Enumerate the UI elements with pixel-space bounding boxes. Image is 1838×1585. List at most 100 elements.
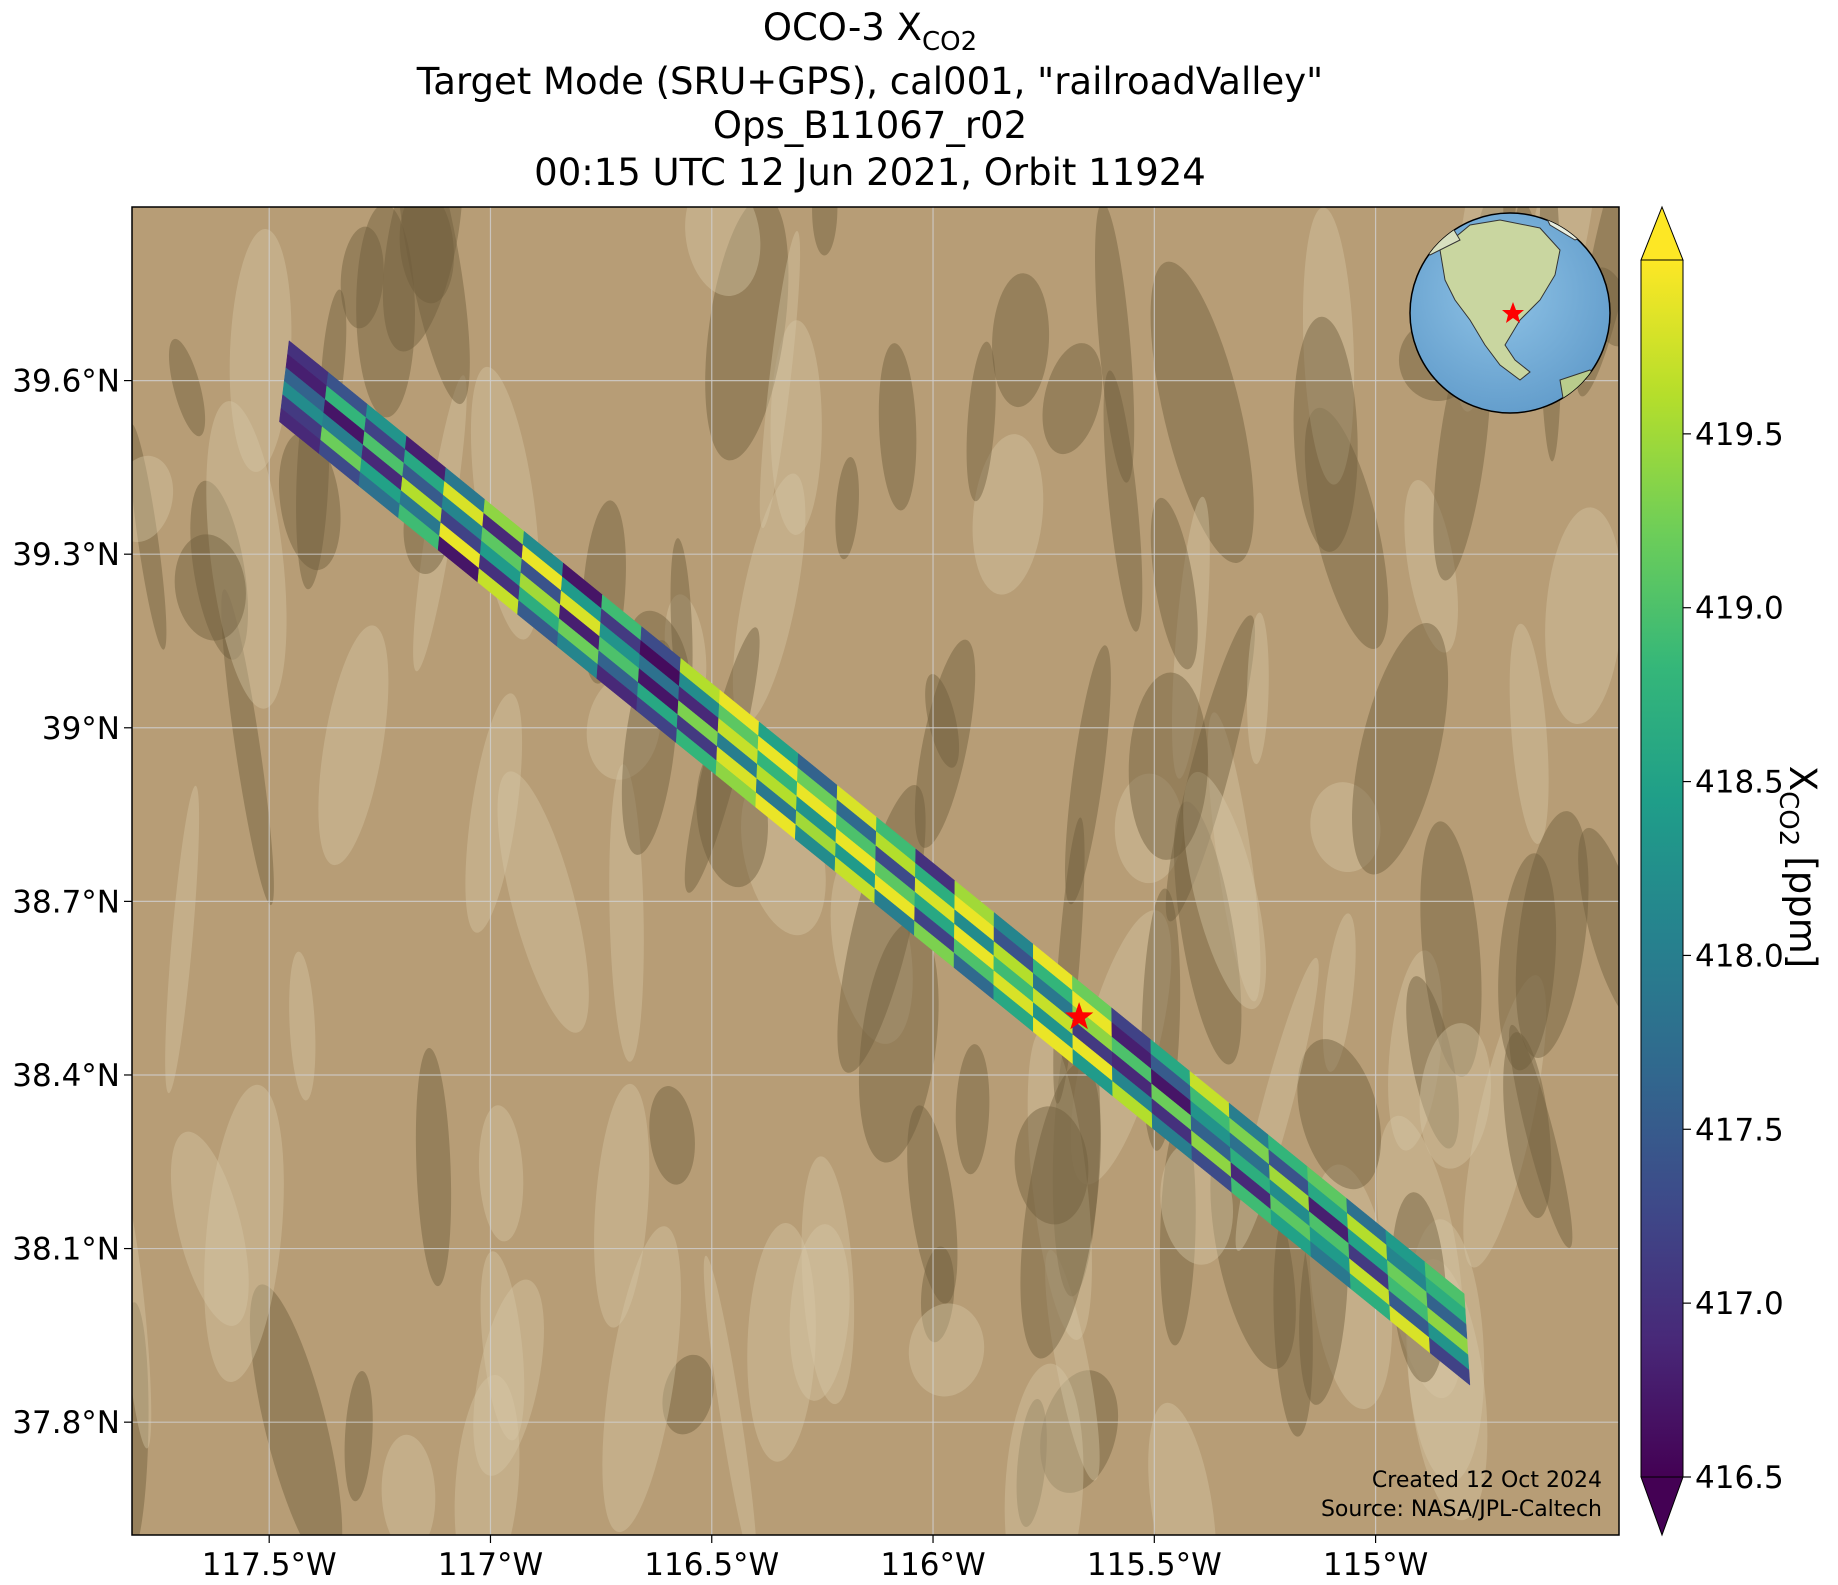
title-subscript: CO2: [922, 27, 977, 57]
terrain-patch: [132, 455, 174, 543]
terrain-patch: [907, 1105, 958, 1304]
terrain-patch: [1027, 1029, 1092, 1340]
terrain-patch: [759, 231, 801, 529]
terrain-patch: [835, 457, 859, 560]
terrain-patch: [812, 207, 838, 256]
x-tick-label: 116°W: [880, 1547, 985, 1583]
terrain-patch: [732, 473, 806, 724]
terrain-patch: [1045, 1249, 1100, 1481]
colorbar-tick-label: 416.5: [1695, 1460, 1784, 1496]
terrain-patch: [221, 589, 274, 906]
y-tick-label: 38.7°N: [12, 884, 120, 920]
terrain-patch: [858, 922, 939, 1163]
terrain-patch: [1128, 672, 1208, 860]
terrain-patch: [1246, 612, 1269, 765]
terrain-patch: [1420, 821, 1482, 1077]
globe-target-star: [1502, 302, 1524, 323]
subtitle: Target Mode (SRU+GPS), cal001, "railroad…: [416, 60, 1323, 103]
terrain-patch: [1404, 480, 1458, 653]
terrain-patch: [394, 207, 470, 405]
terrain-patch: [1042, 343, 1103, 455]
terrain-patch: [594, 1083, 650, 1328]
terrain-patch: [399, 207, 454, 304]
terrain-patch: [1095, 207, 1135, 483]
terrain-patch: [1103, 370, 1143, 632]
terrain-patch: [1297, 1039, 1382, 1190]
subtitle: 00:15 UTC 12 Jun 2021, Orbit 11924: [534, 151, 1206, 194]
terrain-patch: [1174, 801, 1242, 1065]
colorbar-tick-label: 418.5: [1695, 765, 1784, 801]
terrain-patch: [908, 1303, 985, 1397]
terrain-patch: [602, 1226, 682, 1533]
terrain-patch: [1515, 811, 1589, 1058]
terrain-patch: [170, 1131, 249, 1326]
subtitle: Ops_B11067_r02: [713, 104, 1027, 147]
terrain-patch: [278, 432, 341, 571]
terrain-patch: [382, 207, 463, 352]
terrain-patch: [1150, 261, 1254, 563]
terrain-patch: [249, 1284, 343, 1535]
terrain-patch: [1310, 782, 1381, 873]
terrain-patch: [1040, 1370, 1119, 1493]
terrain-patch: [1171, 496, 1210, 779]
x-tick-label: 116.5°W: [644, 1547, 779, 1583]
terrain-patch: [1150, 497, 1198, 670]
terrain-patch: [132, 1185, 152, 1449]
terrain-patch: [168, 338, 206, 437]
terrain-patch: [925, 673, 960, 768]
colorbar-extend-high: [1640, 205, 1684, 261]
x-tick-label: 115°W: [1323, 1547, 1428, 1583]
terrain-patch: [165, 785, 200, 1094]
terrain-patch: [789, 1224, 850, 1401]
terrain-patch: [914, 639, 976, 848]
terrain-patch: [415, 1047, 452, 1287]
colorbar: 416.5 417.0 417.5 418.0 418.5 419.0 419.5: [1640, 205, 1784, 1537]
terrain-patch: [878, 343, 917, 511]
terrain-patch: [174, 534, 246, 641]
terrain-patch: [1016, 1398, 1047, 1527]
colorbar-label-main: X: [1781, 766, 1824, 791]
x-tick-label: 115.5°W: [1087, 1547, 1222, 1583]
terrain-patch: [318, 625, 389, 866]
terrain-patch: [340, 226, 384, 329]
colorbar-label: XCO2 [ppm]: [1773, 766, 1824, 968]
colorbar-tick-label: 419.5: [1695, 417, 1784, 453]
north-america: [1439, 219, 1561, 381]
colorbar-body: [1641, 260, 1683, 1477]
terrain-patch: [190, 480, 249, 660]
terrain-patch: [801, 1156, 855, 1405]
terrain-patch: [1207, 712, 1261, 1002]
terrain-patch: [229, 229, 292, 472]
terrain-patch: [1509, 623, 1549, 844]
terrain-patch: [1508, 1024, 1573, 1248]
terrain-patch: [1419, 1023, 1492, 1169]
credit: Source: NASA/JPL-Caltech: [1321, 1497, 1602, 1522]
terrain-patch: [1545, 507, 1619, 725]
terrain-patch: [344, 1370, 373, 1502]
terrain-patch: [465, 693, 523, 933]
terrain-patch: [356, 207, 415, 418]
terrain-patch: [920, 1246, 955, 1343]
colorbar-label-unit: [ppm]: [1781, 856, 1824, 968]
terrain-patch: [206, 401, 287, 709]
y-tick-label: 37.8°N: [12, 1405, 120, 1441]
terrain-patch: [1064, 645, 1111, 905]
terrain-patch: [1304, 407, 1389, 650]
axes: 117.5°W 117°W 116.5°W 116°W 115.5°W 115°W 37.8…: [12, 364, 1428, 1583]
map-area: Created 12 Oct 2024 Source: NASA/JPL-Cal…: [132, 207, 1619, 1535]
terrain-patch: [454, 1375, 520, 1535]
terrain-patch: [289, 951, 316, 1101]
swath: [279, 340, 1471, 1386]
terrain-patch: [1014, 1106, 1089, 1225]
terrain-patch: [1165, 615, 1255, 922]
terrain-patch: [747, 1223, 816, 1462]
terrain-patch: [1273, 1209, 1313, 1437]
terrain-patch: [685, 207, 761, 296]
x-tick-label: 117°W: [438, 1547, 543, 1583]
x-tick-label: 117.5°W: [202, 1547, 337, 1583]
terrain-patch: [204, 1084, 284, 1382]
terrain-patch: [705, 207, 789, 461]
terrain-patch: [770, 320, 822, 535]
map-frame: [131, 206, 1620, 1536]
